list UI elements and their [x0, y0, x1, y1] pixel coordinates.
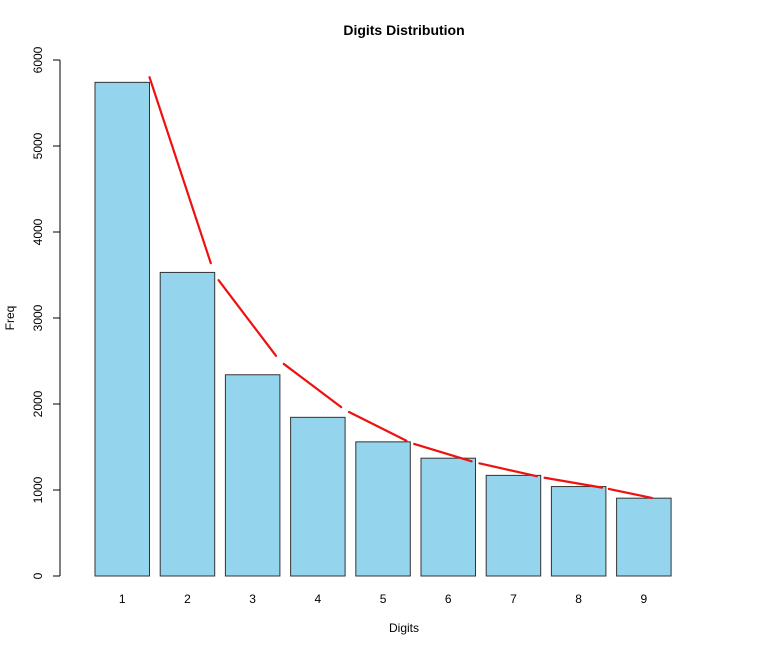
x-tick-label: 8 [575, 592, 582, 606]
x-tick-label: 2 [184, 592, 191, 606]
y-tick-label: 4000 [31, 218, 45, 245]
x-tick-label: 5 [380, 592, 387, 606]
x-axis-label: Digits [389, 621, 419, 635]
overlay-line-segment [478, 462, 538, 478]
y-axis: 0 1000 2000 3000 4000 5000 6000 [31, 46, 61, 579]
bars-group [94, 81, 672, 577]
overlay-line-segment [413, 442, 473, 463]
overlay-line-segment [282, 362, 343, 409]
bar-digit-1 [94, 81, 150, 577]
bar-digit-4 [290, 416, 346, 577]
overlay-line-segment [347, 410, 408, 442]
overlay-line-group [148, 76, 653, 500]
overlay-line-segment [543, 476, 604, 489]
y-tick-label: 0 [31, 572, 45, 579]
x-tick-label: 4 [315, 592, 322, 606]
bar-digit-6 [420, 457, 476, 577]
bar-digit-8 [550, 486, 607, 577]
overlay-line-segment [148, 76, 212, 265]
y-tick-label: 3000 [31, 304, 45, 331]
y-tick-label: 1000 [31, 476, 45, 503]
bar-digit-9 [616, 497, 672, 577]
overlay-line-segment [217, 279, 278, 357]
bar-digit-7 [485, 474, 542, 577]
bar-digit-2 [159, 271, 216, 577]
y-tick-label: 6000 [31, 46, 45, 73]
x-tick-label: 6 [445, 592, 452, 606]
bar-digit-5 [355, 441, 411, 577]
y-tick-label: 2000 [31, 390, 45, 417]
overlay-line-segment [607, 487, 653, 500]
bar-digit-3 [224, 374, 281, 577]
x-tick-labels: 1 2 3 4 5 6 7 8 9 [119, 592, 648, 606]
x-tick-label: 9 [641, 592, 648, 606]
x-tick-label: 3 [249, 592, 256, 606]
chart-title: Digits Distribution [343, 22, 464, 38]
x-tick-label: 1 [119, 592, 126, 606]
x-tick-label: 7 [510, 592, 517, 606]
y-tick-label: 5000 [31, 132, 45, 159]
y-axis-label: Freq [3, 306, 17, 331]
